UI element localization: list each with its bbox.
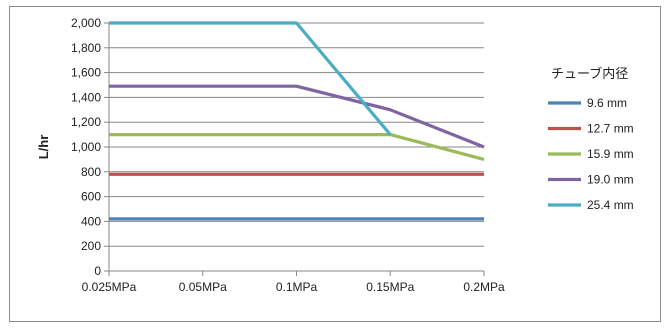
legend-label: 25.4 mm [587,198,634,212]
legend-label: 12.7 mm [587,122,634,136]
x-tick-label: 0.1MPa [276,280,318,294]
y-tick-label: 2,000 [71,16,101,30]
y-axis-label: L/hr [36,135,51,160]
y-tick-label: 1,200 [71,115,101,129]
series-line [109,133,485,161]
x-tick-label: 0.025MPa [82,280,137,294]
series-line [109,21,392,136]
series-line [109,84,485,149]
y-tick-label: 400 [81,214,101,228]
legend-label: 19.0 mm [587,173,634,187]
x-tick-label: 0.15MPa [366,280,414,294]
y-tick-label: 1,800 [71,41,101,55]
legend-label: 9.6 mm [587,96,627,110]
y-tick-label: 0 [94,264,101,278]
legend-label: 15.9 mm [587,147,634,161]
x-tick-label: 0.2MPa [463,280,505,294]
y-tick-label: 1,000 [71,140,101,154]
legend: チューブ内径 9.6 mm 12.7 mm 15.9 mm 19.0 mm 25.4 m… [548,66,634,212]
y-tick-label: 800 [81,165,101,179]
legend-title: チューブ内径 [551,66,628,81]
series-layer [109,21,485,221]
y-tick-label: 200 [81,239,101,253]
y-tick-label: 1,600 [71,66,101,80]
chart-frame [9,6,661,322]
axis-layer: 0 200 400 600 800 1,000 1,200 1,400 1,600 1,800 2,… [71,16,505,294]
y-tick-label: 1,400 [71,90,101,104]
y-tick-label: 600 [81,190,101,204]
x-tick-label: 0.05MPa [179,280,227,294]
